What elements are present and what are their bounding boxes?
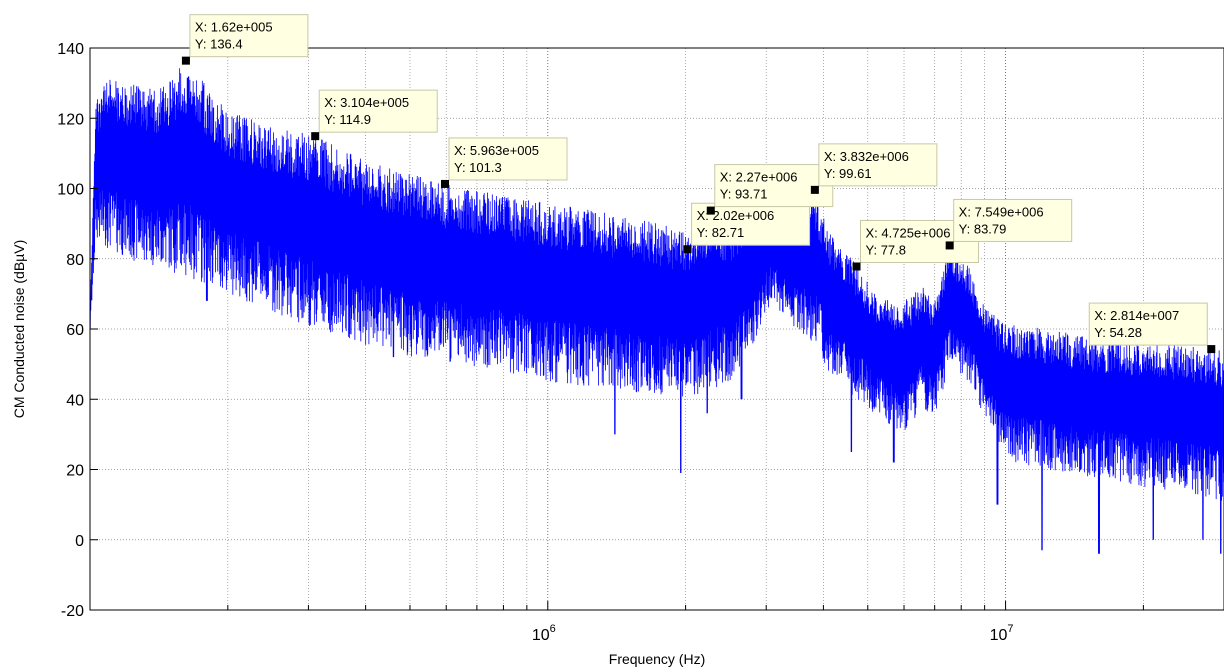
y-tick-label: 60 bbox=[66, 322, 84, 339]
datatip: X: 3.104e+005 Y: 114.9 bbox=[311, 89, 438, 141]
datatip-x-text: X: 1.62e+005 bbox=[195, 20, 273, 35]
datatip-marker bbox=[311, 132, 320, 141]
y-tick-label: 80 bbox=[66, 252, 84, 269]
datatip: X: 4.725e+006 Y: 77.8 bbox=[852, 219, 980, 271]
datatip-x-text: X: 3.832e+006 bbox=[824, 149, 909, 164]
y-tick-label: 20 bbox=[66, 463, 84, 480]
datatip: X: 1.62e+005 Y: 136.4 bbox=[181, 14, 309, 65]
datatip-box bbox=[318, 89, 438, 133]
y-tick-label: 0 bbox=[75, 533, 84, 550]
datatip-x-text: X: 4.725e+006 bbox=[866, 225, 951, 240]
datatip: X: 3.832e+006 Y: 99.61 bbox=[810, 143, 938, 194]
datatip-box bbox=[714, 164, 834, 208]
datatip-x-text: X: 2.814e+007 bbox=[1094, 308, 1179, 323]
datatip-x-text: X: 7.549e+006 bbox=[959, 204, 1044, 219]
datatip-y-text: Y: 54.28 bbox=[1094, 325, 1142, 340]
datatip-y-text: Y: 82.71 bbox=[697, 225, 745, 240]
datatip-y-text: Y: 93.71 bbox=[720, 187, 768, 202]
x-axis-label: Frequency (Hz) bbox=[609, 651, 705, 667]
datatip-marker bbox=[852, 262, 861, 271]
x-tick-labels: 106 107 bbox=[532, 623, 1014, 644]
datatip-marker bbox=[181, 56, 190, 65]
datatip-marker bbox=[706, 206, 715, 215]
series-line bbox=[90, 68, 1224, 554]
y-tick-labels: -20 0 20 40 60 80 100 120 140 bbox=[57, 41, 84, 620]
axis-ticks bbox=[90, 47, 1144, 611]
y-tick-label: 120 bbox=[57, 111, 84, 128]
datatip: X: 2.814e+007 Y: 54.28 bbox=[1088, 302, 1216, 354]
y-tick-label: 40 bbox=[66, 392, 84, 409]
datatip-y-text: Y: 101.3 bbox=[454, 160, 502, 175]
datatip-y-text: Y: 136.4 bbox=[195, 37, 243, 52]
datatip-y-text: Y: 99.61 bbox=[824, 166, 872, 181]
datatip-box bbox=[818, 143, 938, 187]
datatip-x-text: X: 2.02e+006 bbox=[697, 208, 775, 223]
datatip: X: 2.02e+006 Y: 82.71 bbox=[683, 202, 811, 254]
datatip: X: 5.963e+005 Y: 101.3 bbox=[440, 137, 568, 188]
y-tick-label: 100 bbox=[57, 182, 84, 199]
x-tick-label: 107 bbox=[990, 623, 1014, 644]
datatip-x-text: X: 2.27e+006 bbox=[720, 170, 798, 185]
y-tick-label: -20 bbox=[61, 603, 84, 620]
datatip-marker bbox=[945, 241, 954, 250]
datatip: X: 2.27e+006 Y: 93.71 bbox=[706, 164, 834, 215]
series-layer bbox=[90, 68, 1224, 554]
datatips: X: 1.62e+005 Y: 136.4 X: 3.104e+005 Y: 114.… bbox=[181, 14, 1216, 354]
datatip-box bbox=[448, 137, 568, 181]
datatip: X: 7.549e+006 Y: 83.79 bbox=[945, 198, 1073, 250]
datatip-x-text: X: 3.104e+005 bbox=[324, 95, 409, 110]
datatip-marker bbox=[683, 245, 692, 254]
datatip-y-text: Y: 114.9 bbox=[324, 112, 371, 127]
datatip-x-text: X: 5.963e+005 bbox=[454, 143, 539, 158]
y-axis-label: CM Conducted noise (dBµV) bbox=[11, 240, 27, 418]
datatip-marker bbox=[1207, 345, 1216, 354]
datatip-marker bbox=[810, 185, 819, 194]
y-tick-label: 140 bbox=[57, 41, 84, 58]
datatip-y-text: Y: 77.8 bbox=[866, 242, 906, 257]
datatip-y-text: Y: 83.79 bbox=[959, 221, 1007, 236]
datatip-marker bbox=[440, 179, 449, 188]
datatip-box bbox=[189, 14, 309, 58]
x-tick-label: 106 bbox=[532, 623, 556, 644]
datatip-box bbox=[953, 198, 1073, 242]
datatip-box bbox=[1088, 302, 1208, 346]
